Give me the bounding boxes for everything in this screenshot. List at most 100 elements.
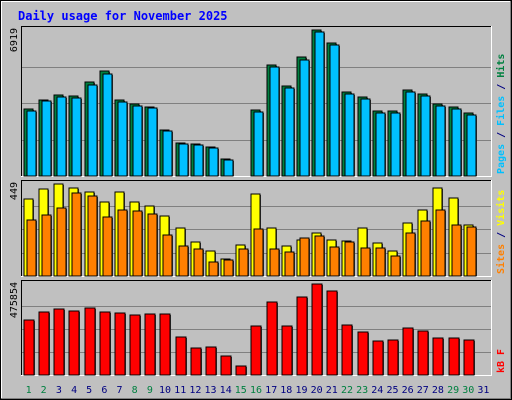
- bar-kb-f-day-29: [448, 337, 460, 376]
- bar-kb-f-day-7: [114, 312, 126, 376]
- legend-part: Hits: [495, 54, 507, 78]
- bar-kb-f-day-15: [235, 365, 247, 376]
- bar-sites-day-17: [269, 248, 280, 277]
- x-label-day-11: 11: [174, 385, 186, 396]
- legend-part: kB F: [496, 349, 507, 373]
- bar-files-day-11: [178, 143, 189, 177]
- bar-files-day-9: [147, 107, 158, 177]
- x-label-day-24: 24: [371, 385, 383, 396]
- bar-files-day-1: [26, 110, 37, 177]
- bar-sites-day-25: [390, 255, 401, 277]
- x-label-day-15: 15: [235, 385, 247, 396]
- legend-part: Sites: [495, 244, 507, 274]
- bar-files-day-30: [466, 114, 477, 177]
- bar-kb-f-day-5: [84, 307, 96, 376]
- legend-part: Visits: [495, 190, 507, 226]
- bar-files-day-12: [193, 144, 204, 177]
- bar-sites-day-29: [451, 224, 462, 277]
- bar-files-day-6: [102, 73, 113, 177]
- bar-kb-f-day-28: [432, 337, 444, 376]
- legend-part: /: [496, 226, 507, 244]
- bar-sites-day-15: [238, 248, 249, 277]
- bar-kb-f-day-23: [357, 331, 369, 376]
- bar-sites-day-24: [375, 247, 386, 277]
- bar-sites-day-7: [117, 209, 128, 277]
- bar-sites-day-11: [178, 245, 189, 277]
- ymax-label-kbytes: 475854: [9, 282, 20, 318]
- bar-kb-f-day-21: [326, 290, 338, 376]
- legend-hits_files: Pages / Files / Hits: [495, 54, 507, 174]
- bar-sites-day-1: [26, 219, 37, 277]
- bar-sites-day-8: [132, 210, 143, 277]
- x-label-day-23: 23: [356, 385, 368, 396]
- legend-part: /: [496, 78, 507, 96]
- bar-sites-day-10: [162, 234, 173, 277]
- x-label-day-27: 27: [417, 385, 429, 396]
- x-label-day-14: 14: [220, 385, 232, 396]
- x-label-day-31: 31: [477, 385, 489, 396]
- x-label-day-26: 26: [402, 385, 414, 396]
- bar-sites-day-30: [466, 226, 477, 277]
- ymax-label-visits_sites: 449: [9, 182, 20, 200]
- bar-files-day-3: [56, 96, 67, 177]
- bar-sites-day-16: [253, 228, 264, 277]
- bar-kb-f-day-4: [68, 310, 80, 376]
- x-label-day-28: 28: [432, 385, 444, 396]
- x-label-day-3: 3: [56, 385, 62, 396]
- x-label-day-8: 8: [132, 385, 138, 396]
- bar-kb-f-day-10: [159, 313, 171, 376]
- bar-kb-f-day-24: [372, 340, 384, 376]
- bar-files-day-22: [344, 93, 355, 177]
- x-label-day-7: 7: [116, 385, 122, 396]
- bar-kb-f-day-18: [281, 325, 293, 376]
- bar-files-day-14: [223, 159, 234, 177]
- bar-kb-f-day-20: [311, 283, 323, 376]
- x-label-day-12: 12: [189, 385, 201, 396]
- bar-sites-day-28: [435, 209, 446, 277]
- x-label-day-25: 25: [386, 385, 398, 396]
- bar-files-day-2: [41, 100, 52, 177]
- x-label-day-10: 10: [159, 385, 171, 396]
- bar-files-day-19: [299, 59, 310, 177]
- bar-kb-f-day-16: [250, 325, 262, 376]
- bar-files-day-16: [253, 111, 264, 177]
- bar-kb-f-day-30: [463, 339, 475, 376]
- bar-files-day-7: [117, 101, 128, 177]
- bar-kb-f-day-22: [341, 324, 353, 376]
- bar-sites-day-6: [102, 216, 113, 277]
- bar-files-day-21: [329, 44, 340, 177]
- bar-files-day-29: [451, 108, 462, 177]
- bar-kb-f-day-14: [220, 355, 232, 376]
- bar-kb-f-day-25: [387, 339, 399, 376]
- bar-kb-f-day-12: [190, 347, 202, 376]
- bar-kb-f-day-9: [144, 313, 156, 376]
- bar-kb-f-day-19: [296, 296, 308, 376]
- bar-sites-day-21: [329, 246, 340, 277]
- x-label-day-16: 16: [250, 385, 262, 396]
- bar-kb-f-day-1: [23, 319, 35, 376]
- legend-part: Pages: [496, 144, 507, 174]
- x-label-day-18: 18: [280, 385, 292, 396]
- bar-sites-day-14: [223, 259, 234, 277]
- x-label-day-29: 29: [447, 385, 459, 396]
- legend-visits_sites: Sites / Visits: [495, 190, 507, 274]
- x-label-day-9: 9: [147, 385, 153, 396]
- bar-sites-day-22: [344, 241, 355, 277]
- bar-sites-day-13: [208, 261, 219, 277]
- bar-sites-day-12: [193, 248, 204, 277]
- bar-files-day-20: [314, 31, 325, 177]
- bar-files-day-25: [390, 112, 401, 177]
- bar-sites-day-20: [314, 235, 325, 277]
- bar-files-day-10: [162, 130, 173, 177]
- bar-files-day-26: [405, 91, 416, 177]
- x-label-day-4: 4: [71, 385, 77, 396]
- bar-sites-day-4: [71, 192, 82, 277]
- x-label-day-1: 1: [26, 385, 32, 396]
- bar-files-day-5: [87, 84, 98, 177]
- x-label-day-19: 19: [295, 385, 307, 396]
- x-label-day-22: 22: [341, 385, 353, 396]
- bar-files-day-27: [420, 95, 431, 177]
- bar-sites-day-19: [299, 237, 310, 277]
- bar-kb-f-day-11: [175, 336, 187, 376]
